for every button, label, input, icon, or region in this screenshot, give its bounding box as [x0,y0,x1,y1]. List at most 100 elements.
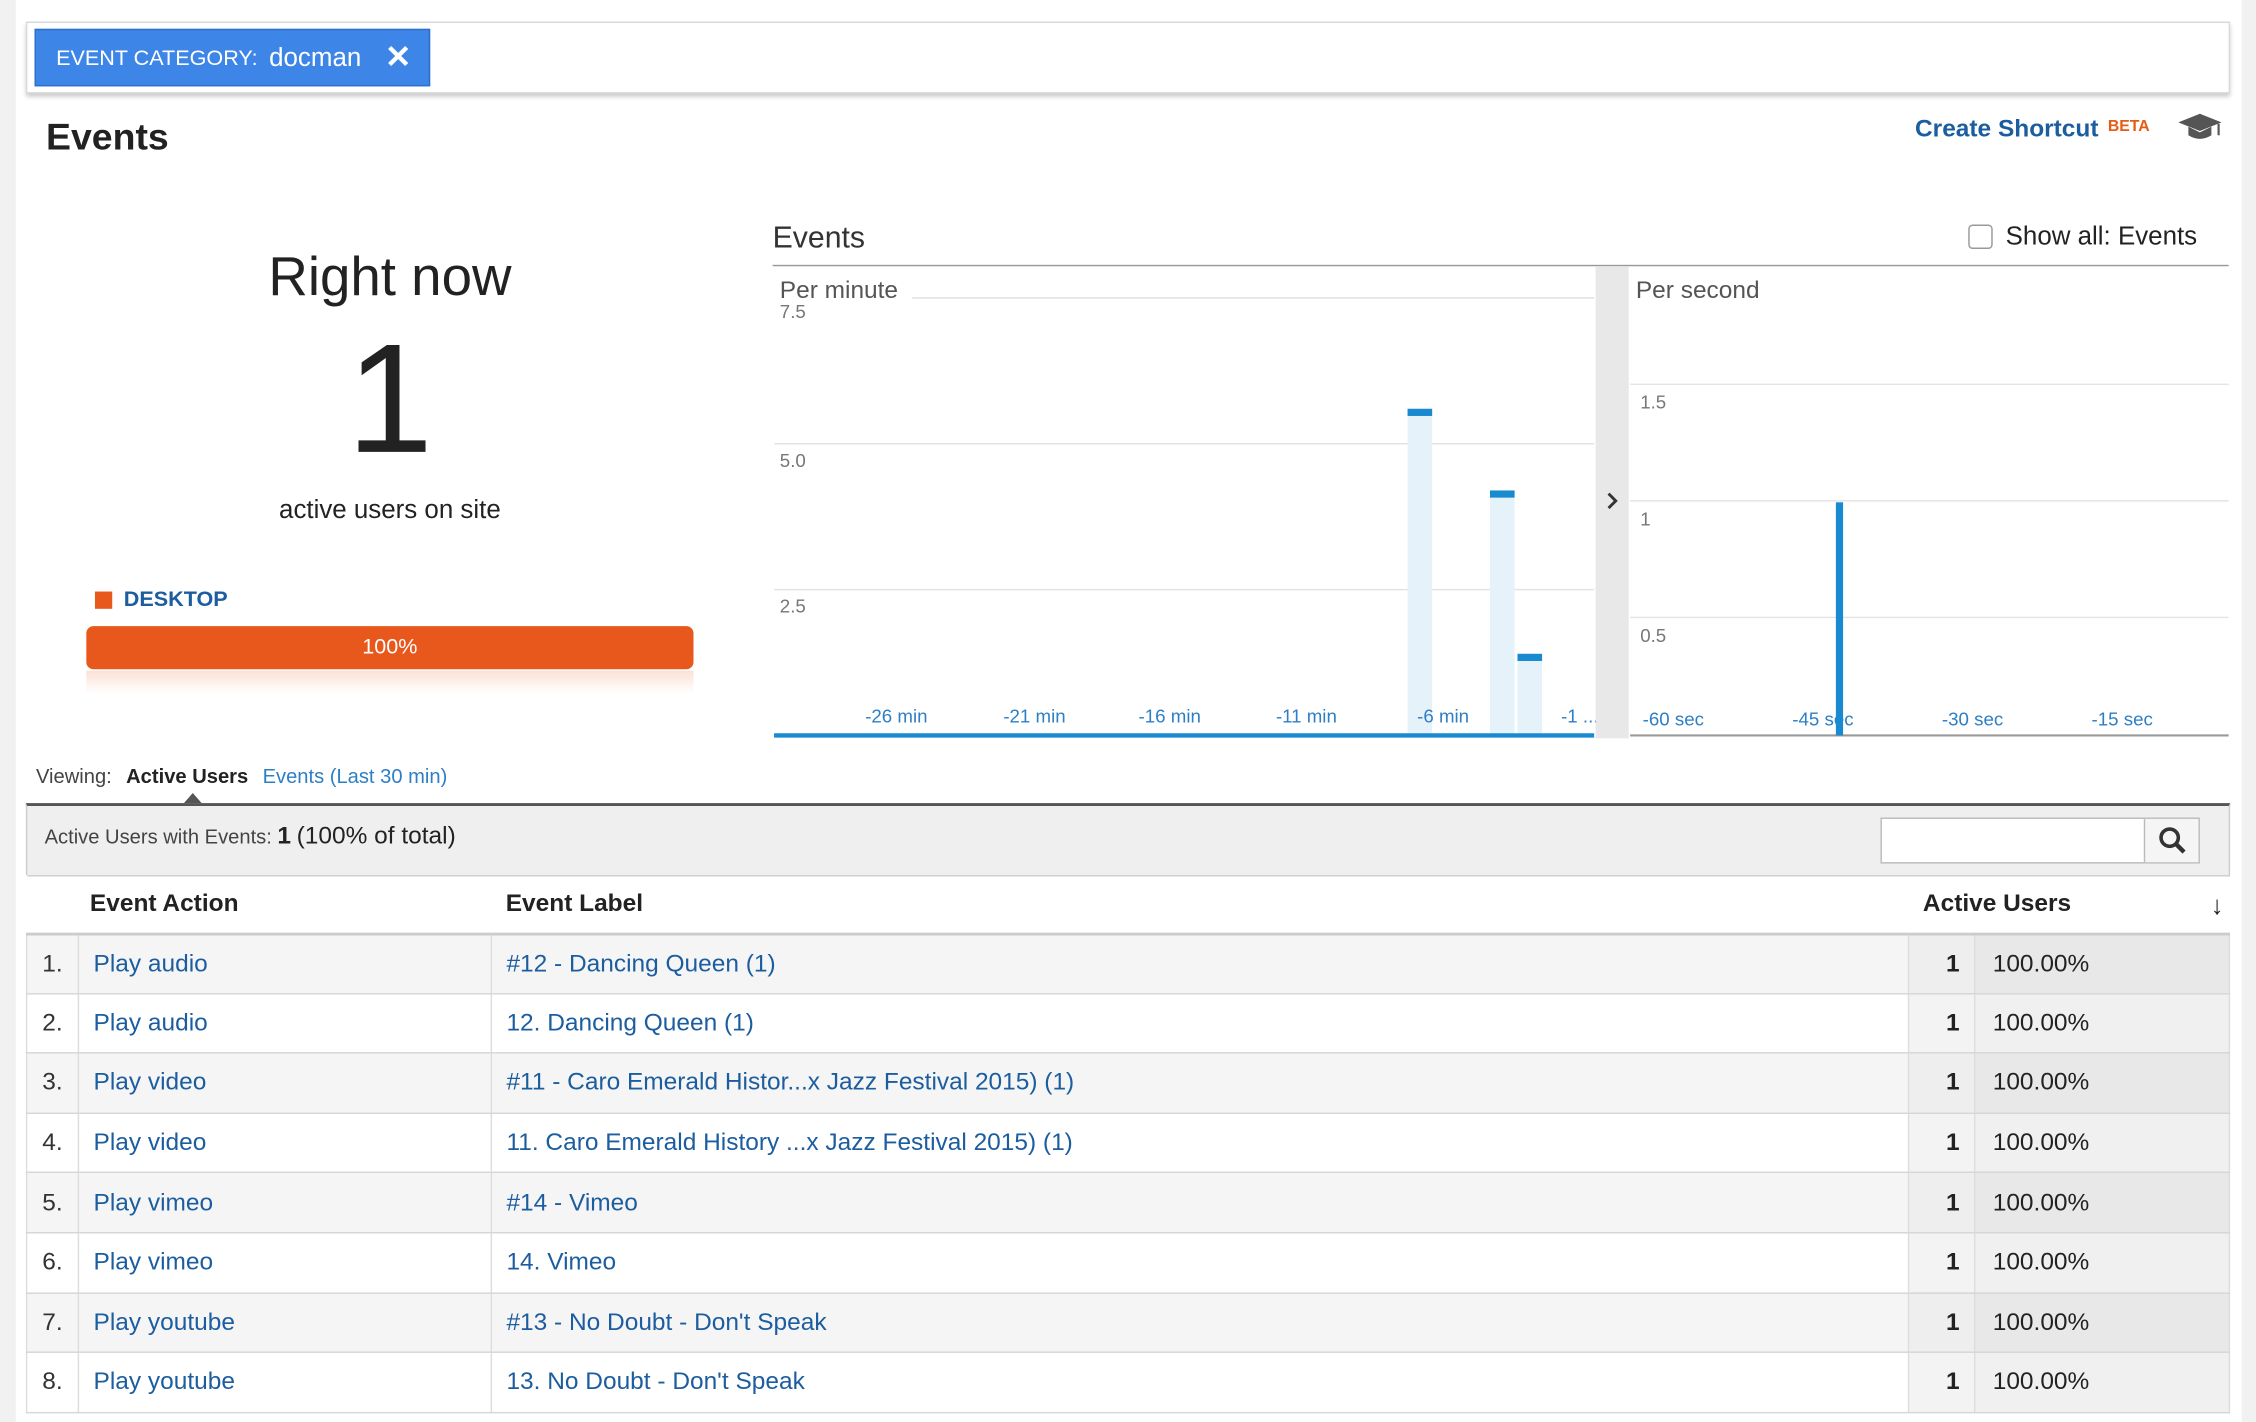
per-minute-y-tick: 2.5 [780,596,806,617]
chevron-right-icon [1607,492,1618,510]
active-users-value: 1 [1908,1112,1976,1174]
table-row: 2. Play audio 12. Dancing Queen (1) 1 100.00… [25,993,2231,1054]
active-users-value: 1 [1908,993,1976,1054]
desktop-swatch [94,590,113,609]
chart-top-rule [772,264,2229,267]
beta-badge: BETA [2107,118,2150,136]
desktop-share-bar: 100% [86,626,694,670]
active-users-percent: 100.00% [1974,1112,2231,1174]
search-button[interactable] [2143,818,2199,863]
event-action-link[interactable]: Play audio [78,933,493,994]
desktop-label: DESKTOP [123,587,228,612]
sort-desc-arrow-icon[interactable]: ↓ [2210,890,2224,920]
event-action-link[interactable]: Play vimeo [78,1172,493,1234]
summary-text: Active Users with Events: 1 (100% of tot… [45,822,456,851]
event-label-link[interactable]: #13 - No Doubt - Don't Speak [491,1292,1910,1354]
viewing-tabs: Viewing: Active Users Events (Last 30 mi… [36,764,447,787]
table-search-input[interactable] [1880,817,2200,864]
active-users-subtitle: active users on site [279,495,501,524]
col-event-action[interactable]: Event Action [26,875,492,935]
event-action-link[interactable]: Play youtube [78,1352,493,1413]
event-action-link[interactable]: Play youtube [78,1292,493,1354]
per-minute-x-tick: -26 min [865,706,927,727]
graduation-cap-icon[interactable] [2177,105,2223,145]
per-second-spike-bar [1835,502,1844,736]
summary-count: 1 [277,821,292,850]
per-minute-bar-bg [1490,490,1515,736]
active-users-count: 1 [346,310,434,486]
row-number: 8. [25,1352,80,1413]
per-minute-title: Per minute [780,277,898,304]
viewing-label: Viewing: [35,764,112,788]
device-legend-desktop[interactable]: DESKTOP [94,587,228,612]
summary-bar: Active Users with Events: 1 (100% of tot… [25,803,2231,876]
per-second-y-tick: 1 [1640,508,1650,529]
per-second-y-tick: 0.5 [1640,625,1666,646]
col-active-users-label: Active Users [1922,889,2072,918]
active-users-value: 1 [1908,1232,1976,1294]
table-row: 7. Play youtube #13 - No Doubt - Don't Spe… [25,1292,2231,1354]
event-label-link[interactable]: 11. Caro Emerald History ...x Jazz Festi… [491,1112,1910,1174]
active-users-percent: 100.00% [1974,1172,2231,1234]
table-row: 3. Play video #11 - Caro Emerald Histor...… [25,1053,2231,1114]
active-users-percent: 100.00% [1974,1292,2231,1354]
event-action-link[interactable]: Play vimeo [78,1232,493,1294]
per-minute-x-tick: -11 min [1276,706,1337,727]
per-second-x-tick: -60 sec [1643,708,1704,729]
active-users-value: 1 [1908,1352,1976,1413]
show-all-label: Show all: Events [2005,221,2198,251]
event-action-link[interactable]: Play audio [78,993,493,1054]
table-row: 5. Play vimeo #14 - Vimeo 1 100.00% [25,1172,2231,1234]
table-row: 4. Play video 11. Caro Emerald History ...… [25,1112,2231,1174]
active-users-value: 1 [1908,1292,1976,1354]
summary-label: Active Users with Events: [44,824,272,848]
tab-events-last-30[interactable]: Events (Last 30 min) [262,764,448,788]
chart-title: Events [772,221,865,255]
event-action-link[interactable]: Play video [78,1053,493,1114]
row-number: 6. [25,1232,80,1294]
event-category-filter-chip[interactable]: EVENT CATEGORY: docman ✕ [34,28,431,87]
per-minute-bar [1407,408,1433,416]
active-users-value: 1 [1908,1172,1976,1234]
per-minute-bar-bg [1517,653,1543,736]
row-number: 4. [25,1112,80,1174]
per-minute-x-tick: -16 min [1139,706,1201,727]
table-header-row: Event Action Event Label Active Users ↓ [26,875,2230,935]
page-title: Events [46,115,169,159]
active-users-percent: 100.00% [1974,933,2231,994]
col-event-label[interactable]: Event Label [491,875,1909,935]
table-row: 1. Play audio #12 - Dancing Queen (1) 1 100.… [25,933,2231,994]
active-users-percent: 100.00% [1974,1053,2231,1114]
panel-separator [1595,266,1629,739]
col-active-users[interactable]: Active Users ↓ [1908,875,2230,935]
create-shortcut-link[interactable]: Create Shortcut [1915,115,2099,143]
per-minute-x-tick: -21 min [1003,706,1065,727]
per-minute-x-tick: -1 ... [1561,706,1598,727]
per-minute-y-tick: 7.5 [780,301,806,322]
event-label-link[interactable]: 14. Vimeo [491,1232,1910,1294]
event-label-link[interactable]: #11 - Caro Emerald Histor...x Jazz Festi… [491,1053,1910,1114]
per-second-x-tick: -15 sec [2092,708,2153,729]
per-second-x-tick: -45 sec [1792,708,1853,729]
tab-active-users[interactable]: Active Users [126,764,249,788]
row-number: 7. [25,1292,80,1354]
tab-pointer [182,793,203,805]
event-label-link[interactable]: 13. No Doubt - Don't Speak [491,1352,1910,1413]
active-users-percent: 100.00% [1974,1352,2231,1413]
event-label-link[interactable]: #14 - Vimeo [491,1172,1910,1234]
event-label-link[interactable]: #12 - Dancing Queen (1) [491,933,1910,994]
per-minute-y-tick: 5.0 [780,450,806,471]
per-minute-x-tick: -6 min [1417,706,1469,727]
bar-reflection [86,670,694,694]
close-icon[interactable]: ✕ [384,38,412,75]
per-minute-bar-bg [1407,408,1433,736]
row-number: 2. [25,993,80,1054]
event-action-link[interactable]: Play video [78,1112,493,1174]
row-number: 3. [25,1053,80,1114]
event-label-link[interactable]: 12. Dancing Queen (1) [491,993,1910,1054]
table-row: 6. Play vimeo 14. Vimeo 1 100.00% [25,1232,2231,1294]
show-all-checkbox[interactable] [1968,224,1993,249]
show-all-toggle[interactable]: Show all: Events [1968,222,2197,252]
summary-pct: (100% of total) [296,821,456,850]
